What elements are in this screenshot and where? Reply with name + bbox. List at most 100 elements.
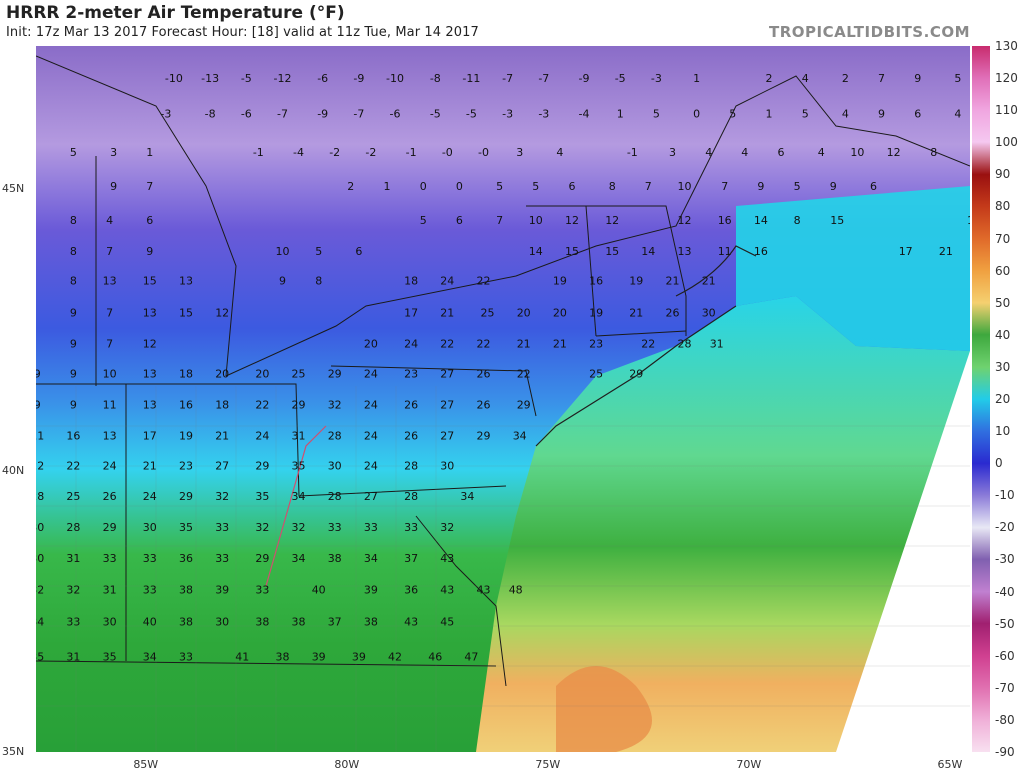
temperature-label: 21 — [440, 307, 454, 320]
temperature-label: 0 — [420, 180, 427, 193]
temperature-label: 20 — [364, 338, 378, 351]
temperature-label: -7 — [277, 108, 288, 121]
temperature-label: 33 — [143, 583, 157, 596]
temperature-label: 30 — [36, 552, 44, 565]
temperature-label: 26 — [404, 398, 418, 411]
temperature-label: 12 — [678, 214, 692, 227]
temperature-label: 35 — [179, 521, 193, 534]
temperature-label: 22 — [66, 460, 80, 473]
colorbar-tick-label: -90 — [995, 745, 1015, 759]
temperature-label: 31 — [710, 338, 724, 351]
temperature-label: 5 — [70, 146, 77, 159]
temperature-label: 34 — [364, 552, 378, 565]
temperature-label: 1 — [766, 108, 773, 121]
temperature-label: 29 — [292, 398, 306, 411]
temperature-label: 45 — [440, 616, 454, 629]
temperature-label: 29 — [103, 521, 117, 534]
temperature-label: 18 — [179, 367, 193, 380]
temperature-label: 15 — [830, 214, 844, 227]
temperature-label: -5 — [615, 72, 626, 85]
temperature-label: 26 — [666, 307, 680, 320]
temperature-label: 11 — [36, 429, 44, 442]
temperature-label: 7 — [106, 338, 113, 351]
temperature-label: 33 — [215, 552, 229, 565]
temperature-label: 39 — [352, 650, 366, 663]
cyan-sea-field — [736, 186, 970, 351]
temperature-label: 39 — [364, 583, 378, 596]
temperature-label: 12 — [565, 214, 579, 227]
temperature-label: 32 — [255, 521, 269, 534]
temperature-label: 24 — [143, 490, 157, 503]
temperature-label: 15 — [605, 245, 619, 258]
temperature-label: 30 — [36, 521, 44, 534]
state-borders — [36, 55, 970, 687]
temperature-label: 34 — [460, 490, 474, 503]
temperature-label: 13 — [179, 275, 193, 288]
temperature-label: -5 — [241, 72, 252, 85]
temperature-label: 1 — [146, 146, 153, 159]
colorbar-tick-label: -40 — [995, 584, 1015, 599]
temperature-label: 27 — [440, 398, 454, 411]
colorbar-tick-label: -50 — [995, 616, 1015, 631]
temperature-label: 38 — [179, 583, 193, 596]
temperature-label: 22 — [477, 338, 491, 351]
colorbar-tick-label: 100 — [995, 135, 1018, 150]
temperature-label: -3 — [538, 108, 549, 121]
temperature-label: 16 — [754, 245, 768, 258]
temperature-label: 0 — [693, 108, 700, 121]
colorbar-tick-label: 10 — [995, 424, 1011, 439]
temperature-label: 32 — [215, 490, 229, 503]
temperature-label: 7 — [106, 307, 113, 320]
temperature-label: 10 — [678, 180, 692, 193]
temperature-label: 9 — [757, 180, 764, 193]
temperature-label: 33 — [179, 650, 193, 663]
temperature-label: 20 — [553, 307, 567, 320]
temperature-label: 5 — [653, 108, 660, 121]
temperature-label: 25 — [292, 367, 306, 380]
temperature-label: 40 — [143, 616, 157, 629]
temperature-label: 5 — [532, 180, 539, 193]
colorbar-tick-label: 50 — [995, 295, 1011, 310]
temperature-label: 30 — [215, 616, 229, 629]
temperature-label: 25 — [589, 367, 603, 380]
temperature-label: 7 — [106, 245, 113, 258]
temperature-label: 5 — [794, 180, 801, 193]
temperature-label: 6 — [456, 214, 463, 227]
temperature-label: 39 — [312, 650, 326, 663]
temperature-label: 9 — [146, 245, 153, 258]
temperature-label: 4 — [842, 108, 849, 121]
temperature-label: 29 — [179, 490, 193, 503]
temperature-label: 5 — [420, 214, 427, 227]
temperature-label: 13 — [143, 398, 157, 411]
temperature-label: 24 — [364, 398, 378, 411]
temperature-label: 9 — [878, 108, 885, 121]
temperature-label: 39 — [215, 583, 229, 596]
temperature-label: 21 — [517, 338, 531, 351]
temperature-label: -1 — [627, 146, 638, 159]
temperature-label: 35 — [103, 650, 117, 663]
temperature-label: 38 — [328, 552, 342, 565]
temperature-label: 21 — [215, 429, 229, 442]
temperature-label: 29 — [629, 367, 643, 380]
temperature-label: 28 — [404, 490, 418, 503]
temperature-label: 25 — [66, 490, 80, 503]
colorbar-tick-label: 0 — [995, 456, 1003, 471]
temperature-label: 2 — [842, 72, 849, 85]
temperature-label: 29 — [255, 552, 269, 565]
temperature-label: 17 — [899, 245, 913, 258]
temperature-label: 27 — [440, 429, 454, 442]
temperature-label: -4 — [579, 108, 590, 121]
temperature-label: -9 — [353, 72, 364, 85]
temperature-label: 13 — [103, 429, 117, 442]
temperature-label: -13 — [201, 72, 219, 85]
temperature-label: 19 — [629, 275, 643, 288]
temperature-label: 13 — [143, 367, 157, 380]
temperature-label: 4 — [556, 146, 563, 159]
colorbar-tick-label: 70 — [995, 231, 1011, 246]
temperature-label: -7 — [502, 72, 513, 85]
colorbar-tick-label: -70 — [995, 680, 1015, 695]
temperature-label: 43 — [404, 616, 418, 629]
temperature-label: 21 — [143, 460, 157, 473]
temperature-label: 42 — [388, 650, 402, 663]
temperature-label: 12 — [967, 214, 970, 227]
